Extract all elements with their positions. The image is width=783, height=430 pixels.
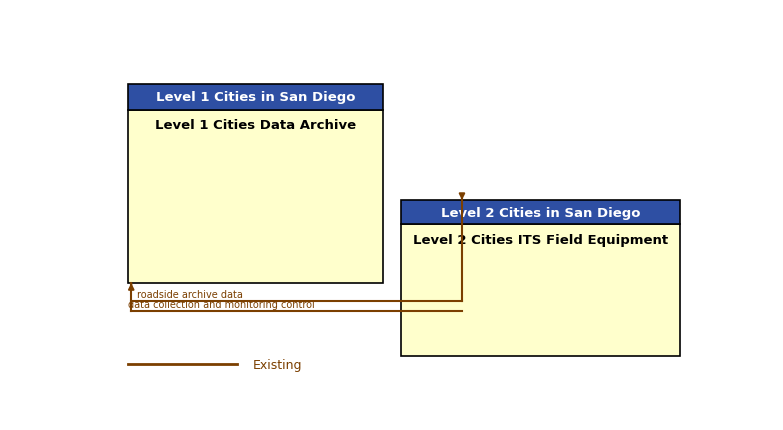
FancyBboxPatch shape — [128, 85, 383, 111]
Text: roadside archive data: roadside archive data — [137, 289, 244, 299]
Text: Level 2 Cities in San Diego: Level 2 Cities in San Diego — [441, 206, 640, 219]
Text: Level 2 Cities ITS Field Equipment: Level 2 Cities ITS Field Equipment — [413, 233, 669, 246]
FancyBboxPatch shape — [402, 200, 680, 225]
Text: Level 1 Cities Data Archive: Level 1 Cities Data Archive — [155, 119, 356, 132]
FancyBboxPatch shape — [128, 111, 383, 283]
Text: Existing: Existing — [253, 358, 302, 371]
Text: Level 1 Cities in San Diego: Level 1 Cities in San Diego — [156, 91, 355, 104]
Text: data collection and monitoring control: data collection and monitoring control — [128, 299, 315, 309]
FancyBboxPatch shape — [402, 225, 680, 356]
